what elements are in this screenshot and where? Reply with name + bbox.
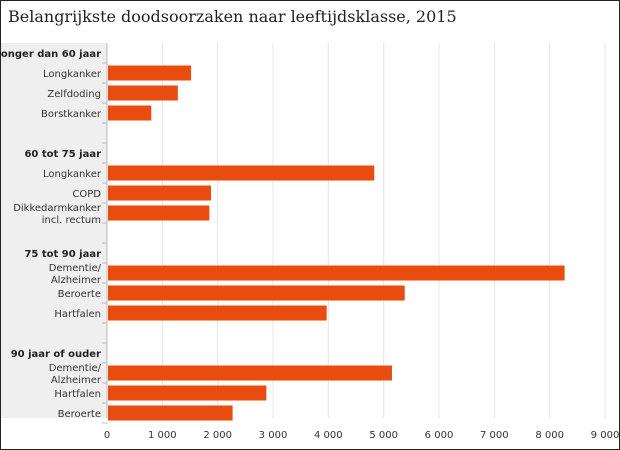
x-tick-label: 6 000 — [425, 430, 454, 441]
bar — [108, 105, 152, 121]
x-tick-label: 0 — [104, 430, 110, 441]
bar — [108, 265, 565, 281]
category-label: Alzheimer — [51, 275, 102, 286]
group-label: 60 tot 75 jaar — [24, 149, 101, 160]
group-label: 75 tot 90 jaar — [24, 249, 101, 260]
bar — [108, 65, 192, 81]
category-label: Borstkanker — [41, 109, 102, 120]
x-tick-label: 8 000 — [535, 430, 564, 441]
x-tick-label: 2 000 — [203, 430, 232, 441]
category-label: Alzheimer — [51, 375, 102, 386]
bar — [108, 385, 267, 401]
bar — [108, 85, 178, 101]
category-label: Longkanker — [43, 69, 102, 80]
x-tick-label: 7 000 — [480, 430, 509, 441]
category-label: Hartfalen — [54, 309, 101, 320]
category-label: Zelfdoding — [47, 89, 101, 100]
bar — [108, 305, 327, 321]
bar — [108, 405, 233, 421]
bar — [108, 365, 392, 381]
category-label: Beroerte — [58, 409, 101, 420]
category-panel — [1, 43, 107, 418]
bar — [108, 165, 375, 181]
x-tick-label: 5 000 — [369, 430, 398, 441]
category-label: Longkanker — [43, 169, 102, 180]
bar — [108, 285, 405, 301]
x-tick-label: 9 000 — [591, 430, 620, 441]
category-label: Dementie/ — [49, 263, 102, 274]
category-label: COPD — [72, 189, 101, 200]
bar — [108, 205, 210, 221]
group-label: 90 jaar of ouder — [11, 349, 101, 360]
category-label: incl. rectum — [42, 215, 101, 226]
bar — [108, 185, 212, 201]
category-label: Beroerte — [58, 289, 101, 300]
x-tick-label: 4 000 — [314, 430, 343, 441]
group-label: Jonger dan 60 jaar — [0, 49, 101, 60]
x-tick-label: 3 000 — [259, 430, 288, 441]
category-label: Hartfalen — [54, 389, 101, 400]
category-label: Dementie/ — [49, 363, 102, 374]
chart-title: Belangrijkste doodsoorzaken naar leeftij… — [8, 7, 457, 26]
x-tick-label: 1 000 — [148, 430, 177, 441]
category-label: Dikkedarmkanker — [13, 203, 102, 214]
